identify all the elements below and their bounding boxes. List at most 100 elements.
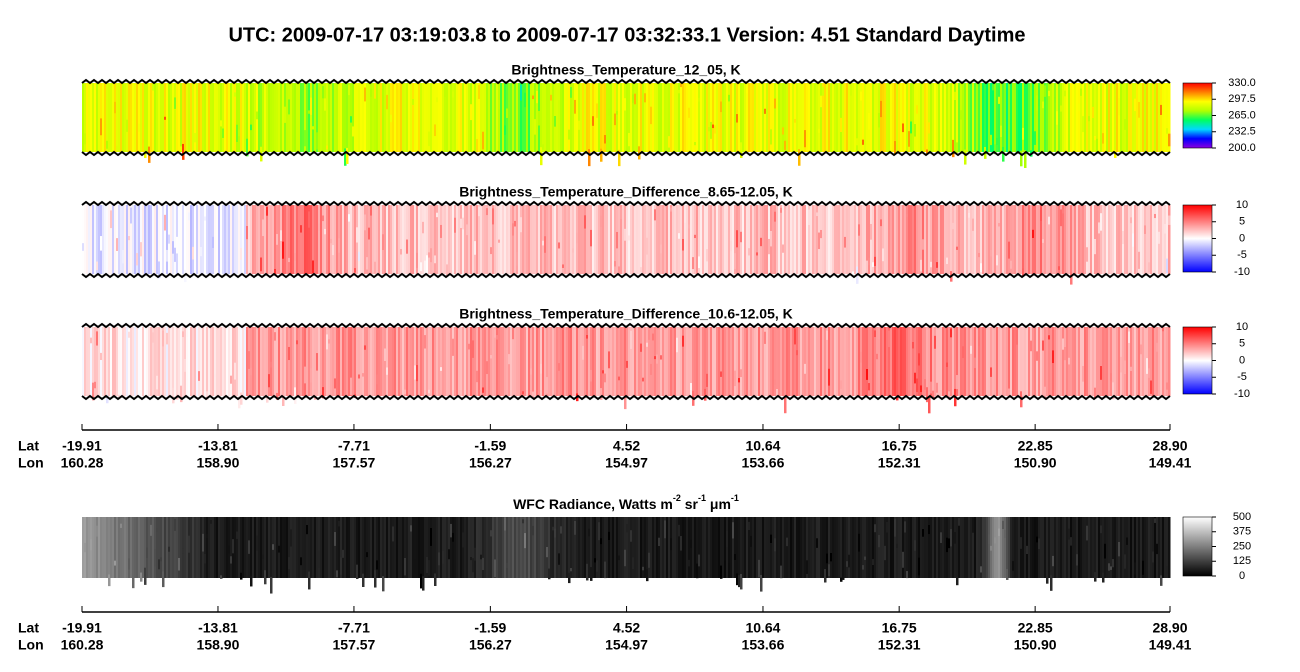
image-column (1014, 327, 1017, 396)
image-column (738, 83, 741, 152)
image-column (266, 517, 269, 578)
image-column (268, 327, 271, 396)
image-column (346, 517, 349, 578)
image-column (550, 205, 553, 274)
image-column (132, 83, 135, 152)
image-column (992, 205, 995, 274)
image-column (1006, 517, 1009, 578)
image-column (310, 83, 313, 152)
image-column (1076, 517, 1079, 578)
image-column (496, 83, 499, 152)
image-column (294, 205, 297, 274)
image-column (1144, 83, 1147, 152)
image-column (568, 83, 571, 152)
image-column (292, 517, 295, 578)
image-column (878, 205, 881, 274)
image-column (728, 205, 731, 274)
image-column (370, 83, 373, 152)
image-column (888, 83, 891, 152)
image-column (326, 205, 329, 274)
image-column (482, 517, 485, 578)
image-column (550, 327, 553, 396)
image-column (446, 205, 449, 274)
image-column (1056, 517, 1059, 578)
image-column (870, 83, 873, 152)
image-column (952, 83, 955, 152)
image-speck (1166, 566, 1169, 575)
image-column (1006, 327, 1009, 396)
image-column (232, 205, 235, 274)
image-column (322, 205, 325, 274)
image-speck (648, 552, 651, 568)
image-column (366, 205, 369, 274)
image-column (174, 517, 177, 578)
image-column (130, 83, 133, 152)
image-column (178, 205, 181, 274)
image-column (274, 517, 277, 578)
image-column (1020, 83, 1023, 152)
image-speck (1060, 105, 1063, 112)
image-column (918, 205, 921, 274)
image-column (908, 327, 911, 396)
image-column (374, 517, 377, 578)
image-speck (366, 257, 369, 270)
image-column (306, 205, 309, 274)
image-column (1010, 517, 1013, 578)
image-speck (362, 573, 365, 587)
image-column (770, 327, 773, 396)
image-speck (816, 538, 819, 548)
image-column (512, 205, 515, 274)
image-column (220, 517, 223, 578)
image-column (336, 205, 339, 274)
image-column (1128, 83, 1131, 152)
image-column (1148, 327, 1151, 396)
image-speck (992, 84, 995, 91)
image-column (632, 83, 635, 152)
image-speck (730, 240, 733, 252)
image-speck (494, 328, 497, 338)
image-column (488, 327, 491, 396)
image-column (256, 205, 259, 274)
image-column (796, 517, 799, 578)
image-speck (1022, 127, 1025, 140)
image-column (126, 517, 129, 578)
image-column (548, 517, 551, 578)
image-column (912, 205, 915, 274)
image-column (726, 327, 729, 396)
image-column (916, 205, 919, 274)
image-column (536, 83, 539, 152)
image-column (794, 205, 797, 274)
image-speck (1138, 102, 1141, 118)
image-speck (158, 559, 161, 570)
image-column (336, 517, 339, 578)
image-column (386, 327, 389, 396)
image-speck (568, 129, 571, 140)
image-column (218, 205, 221, 274)
image-column (518, 205, 521, 274)
image-column (1138, 517, 1141, 578)
image-speck (462, 532, 465, 548)
image-column (458, 327, 461, 396)
image-speck (206, 391, 209, 400)
image-column (220, 205, 223, 274)
image-column (934, 83, 937, 152)
image-column (420, 327, 423, 396)
image-column (606, 517, 609, 578)
image-column (1008, 205, 1011, 274)
image-column (988, 517, 991, 578)
image-column (114, 205, 117, 274)
image-speck (274, 332, 277, 341)
image-speck (634, 93, 637, 105)
image-column (436, 517, 439, 578)
image-speck (640, 267, 643, 273)
image-column (662, 517, 665, 578)
image-column (496, 517, 499, 578)
lat-tick-label: -7.71 (338, 620, 370, 636)
image-column (962, 205, 965, 274)
image-speck (622, 113, 625, 121)
image-column (798, 83, 801, 152)
image-column (378, 83, 381, 152)
image-column (262, 517, 265, 578)
image-column (220, 83, 223, 152)
image-speck (544, 236, 547, 253)
